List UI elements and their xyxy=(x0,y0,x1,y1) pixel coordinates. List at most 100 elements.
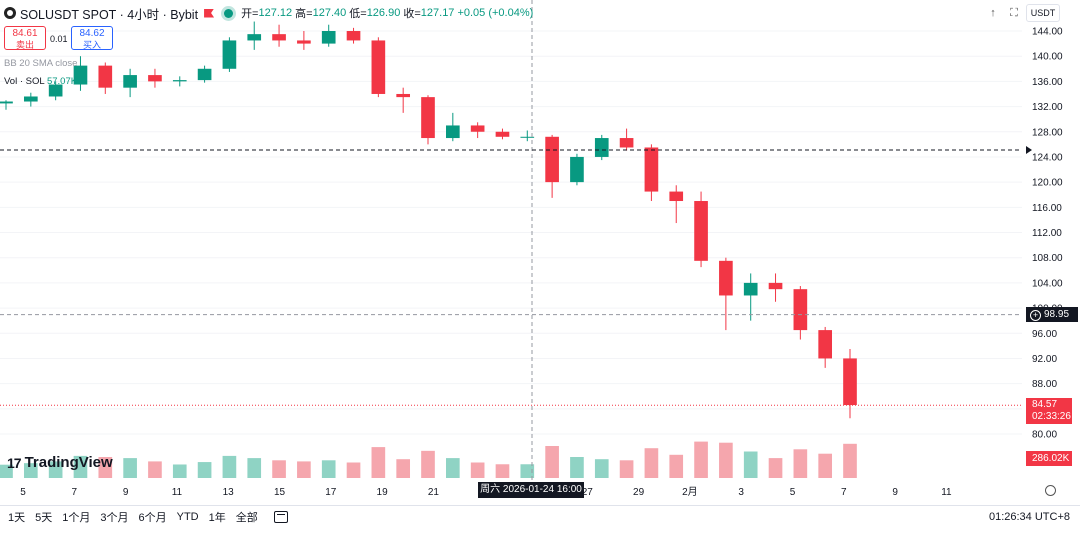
low-label: 低= xyxy=(349,8,367,20)
volume-bar xyxy=(470,462,485,478)
range-all[interactable]: 全部 xyxy=(235,511,258,524)
candle-body xyxy=(297,40,311,44)
range-1m[interactable]: 1个月 xyxy=(62,511,91,524)
candle-body xyxy=(148,75,162,82)
time-tick-label: 2月 xyxy=(682,486,698,498)
volume-tag: 286.02K xyxy=(1026,451,1072,466)
spread-value: 0.01 xyxy=(50,34,68,44)
price-tick-label: 112.00 xyxy=(1032,228,1062,239)
candle-body xyxy=(48,84,63,97)
plus-icon[interactable]: + xyxy=(1030,310,1041,321)
price-tick-label: 116.00 xyxy=(1032,203,1062,214)
volume-bar xyxy=(0,464,13,478)
range-5d[interactable]: 5天 xyxy=(35,511,53,524)
volume-bar xyxy=(520,464,535,478)
volume-bar xyxy=(247,458,262,478)
volume-bar xyxy=(222,455,237,478)
candle-body xyxy=(594,138,609,157)
calendar-icon[interactable] xyxy=(273,510,288,523)
range-6m[interactable]: 6个月 xyxy=(138,511,167,524)
range-3m[interactable]: 3个月 xyxy=(100,511,129,524)
candle-body xyxy=(793,289,808,331)
candle-body xyxy=(768,282,783,290)
volume-bar xyxy=(123,458,137,478)
candle-body xyxy=(98,65,113,88)
symbol-title[interactable]: SOLUSDT SPOT · 4小时 · Bybit xyxy=(20,7,199,22)
open-label: 开= xyxy=(241,8,259,20)
price-tick-label: 140.00 xyxy=(1032,52,1063,63)
volume-bar xyxy=(396,459,411,478)
volume-legend-label: Vol · SOL xyxy=(4,76,45,87)
countdown: 02:33:26 xyxy=(1032,411,1071,422)
candle-body xyxy=(570,156,584,183)
candle-body xyxy=(371,40,386,94)
clock[interactable]: 01:26:34 UTC+8 xyxy=(988,510,1070,523)
candle-body xyxy=(73,65,88,85)
price-grid xyxy=(0,30,1022,435)
candle-body xyxy=(644,147,659,192)
buy-button[interactable]: 84.62 买入 xyxy=(71,26,113,50)
candlesticks xyxy=(0,21,857,419)
buy-price: 84.62 xyxy=(79,28,105,39)
flag-icon[interactable] xyxy=(204,8,215,18)
candle-body xyxy=(470,125,485,132)
buy-label: 买入 xyxy=(82,40,101,50)
sell-price: 84.61 xyxy=(12,28,38,39)
fullscreen-icon[interactable]: ⛶ xyxy=(1010,6,1018,19)
time-tick-label: 9 xyxy=(892,487,898,498)
bb-legend[interactable]: BB 20 SMA close xyxy=(4,58,78,69)
range-1d[interactable]: 1天 xyxy=(8,511,26,524)
volume-bar xyxy=(669,454,684,478)
volume-bar xyxy=(73,455,88,478)
time-tick-label: 21 xyxy=(428,487,440,498)
volume-bar xyxy=(297,461,311,478)
crosshair-price-tag[interactable]: +98.95 xyxy=(1026,307,1078,322)
time-tick-label: 11 xyxy=(941,487,952,498)
time-tick-label: 5 xyxy=(790,487,796,498)
price-tick-label: 96.00 xyxy=(1032,329,1057,340)
price-tick-label: 136.00 xyxy=(1032,77,1063,88)
volume-bar xyxy=(321,460,336,478)
volume-bar xyxy=(644,448,659,478)
crosshair xyxy=(0,0,1022,480)
volume-bar xyxy=(818,453,833,478)
time-tick-label: 27 xyxy=(582,487,594,498)
candle-body xyxy=(321,31,336,44)
candle-body xyxy=(272,34,286,41)
volume-legend[interactable]: Vol · SOL 57.07K xyxy=(4,76,77,87)
change-value: +0.05 (+0.04%) xyxy=(457,7,534,19)
price-tick-label: 144.00 xyxy=(1032,27,1063,38)
candle-body xyxy=(0,101,13,104)
currency-button[interactable]: USDT xyxy=(1026,4,1060,22)
time-tick-label: 29 xyxy=(633,487,645,498)
volume-bar xyxy=(719,442,733,478)
volume-bar xyxy=(843,443,857,478)
volume-bars xyxy=(0,441,857,478)
candle-body xyxy=(545,136,559,183)
candle-body xyxy=(669,191,684,202)
price-tick-label: 88.00 xyxy=(1032,379,1057,390)
gear-icon[interactable] xyxy=(1045,485,1056,496)
range-ytd[interactable]: YTD xyxy=(176,510,199,523)
time-tick-label: 7 xyxy=(841,487,847,498)
tradingview-logo[interactable]: 17 TradingView xyxy=(7,454,113,471)
volume-bar xyxy=(98,457,113,478)
price-tick-label: 128.00 xyxy=(1032,127,1063,138)
volume-bar xyxy=(346,462,361,478)
logo-text: TradingView xyxy=(24,454,113,471)
time-tick-label: 5 xyxy=(20,487,26,498)
solana-icon xyxy=(4,7,16,19)
up-arrow-icon[interactable]: ↑ xyxy=(990,7,996,19)
candle-body xyxy=(172,80,187,82)
last-price: 84.57 xyxy=(1032,399,1058,410)
time-tick-label: 13 xyxy=(223,487,235,498)
sell-button[interactable]: 84.61 卖出 xyxy=(4,26,46,50)
candle-body xyxy=(719,260,733,296)
candle-body xyxy=(445,125,460,139)
crosshair-time-tag: 周六 2026-01-24 16:00 xyxy=(478,482,584,498)
time-tick-label: 15 xyxy=(274,487,286,498)
range-1y[interactable]: 1年 xyxy=(208,511,226,524)
price-tick-label: 80.00 xyxy=(1032,430,1057,441)
time-tick-label: 7 xyxy=(72,487,78,498)
